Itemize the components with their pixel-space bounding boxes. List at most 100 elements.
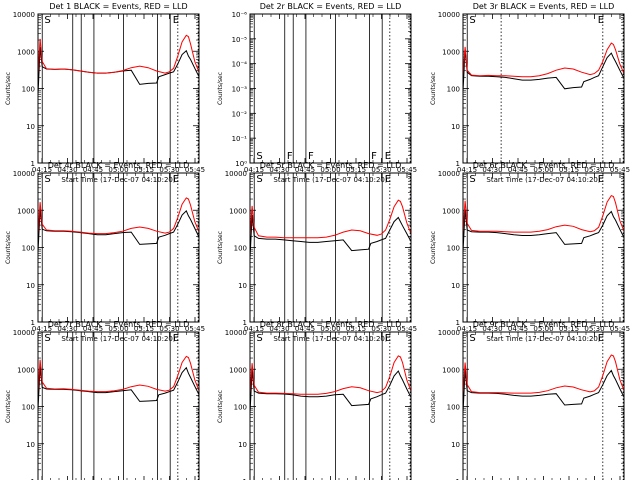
y-axis-label: Counts/sec xyxy=(5,231,12,264)
panel-3: Det 3r BLACK = Events, RED = LLD Counts/s… xyxy=(430,2,630,184)
y-tick-label: 1 xyxy=(243,478,247,480)
x-tick-label: 05:00 xyxy=(108,166,128,174)
x-tick-label: 05:00 xyxy=(108,325,128,333)
plot-frame xyxy=(37,331,200,480)
x-tick-label: 05:15 xyxy=(346,166,366,174)
x-tick-label: 05:00 xyxy=(533,325,553,333)
panel-title: Det 6r BLACK = Events, RED = LLD xyxy=(473,161,615,170)
panel-4: Det 4r BLACK = Events, RED = LLD Counts/s… xyxy=(5,161,205,343)
y-tick-label: 1000 xyxy=(17,48,35,56)
plot-frame xyxy=(249,331,412,480)
x-tick-label: 05:45 xyxy=(185,325,205,333)
plot-frame xyxy=(249,13,412,164)
y-tick-label: 1000 xyxy=(442,366,460,374)
panel-6: Det 6r BLACK = Events, RED = LLD Counts/s… xyxy=(430,161,630,343)
series-lld xyxy=(462,194,625,234)
y-tick-label: 10000 xyxy=(13,329,35,337)
y-tick-label: 1 xyxy=(243,319,247,327)
x-tick-label: 04:30 xyxy=(482,166,502,174)
x-tick-label: 05:45 xyxy=(610,166,630,174)
x-tick-label: 05:30 xyxy=(159,166,179,174)
flag-marker: F xyxy=(287,151,293,162)
plot-frame xyxy=(462,331,625,480)
x-tick-label: 04:45 xyxy=(508,166,528,174)
y-axis-label: Counts/sec xyxy=(430,390,437,423)
x-tick-label: 05:30 xyxy=(371,166,391,174)
x-tick-label: 04:15 xyxy=(32,166,52,174)
y-tick-label: 100 xyxy=(22,245,35,253)
panel-title: Det 3r BLACK = Events, RED = LLD xyxy=(473,2,615,11)
panel-title: Det 7r BLACK = Events, RED = LLD xyxy=(48,320,190,329)
x-tick-label: 04:15 xyxy=(244,166,264,174)
flag-marker: E xyxy=(385,174,391,185)
y-tick-label: 1000 xyxy=(17,366,35,374)
panel-title: Det 5r BLACK = Events, RED = LLD xyxy=(260,161,402,170)
y-tick-label: 10000 xyxy=(13,170,35,178)
panel-7: Det 7r BLACK = Events, RED = LLD Counts/s… xyxy=(5,320,200,480)
flag-marker: E xyxy=(598,174,604,185)
x-tick-label: 04:45 xyxy=(83,325,103,333)
x-tick-label: 04:45 xyxy=(295,166,315,174)
x-tick-label: 05:30 xyxy=(159,325,179,333)
x-tick-label: 04:30 xyxy=(57,166,77,174)
x-tick-label: 05:45 xyxy=(185,166,205,174)
series-events xyxy=(37,366,200,410)
y-tick-label: 1 xyxy=(456,160,460,168)
panel-title: Det 9r BLACK = Events, RED = LLD xyxy=(473,320,615,329)
flag-marker: E xyxy=(173,15,179,26)
x-tick-label: 05:00 xyxy=(533,166,553,174)
y-tick-label: 1 xyxy=(31,478,35,480)
flag-marker: E xyxy=(385,333,391,344)
y-tick-label: 1 xyxy=(31,160,35,168)
series-events xyxy=(249,214,412,259)
x-tick-label: 04:30 xyxy=(269,166,289,174)
x-tick-label: 05:45 xyxy=(610,325,630,333)
x-axis-label: Start Time (17-Dec-07 04:10:20) xyxy=(486,335,600,343)
x-tick-label: 05:45 xyxy=(397,166,417,174)
y-tick-label: 10000 xyxy=(225,170,247,178)
y-axis-label: Counts/sec xyxy=(217,231,224,264)
y-axis-label: Counts/sec xyxy=(430,231,437,264)
y-tick-label: 10 xyxy=(238,441,247,449)
y-tick-label: 1000 xyxy=(229,207,247,215)
x-axis-label: Start Time (17-Dec-07 04:10:20) xyxy=(273,335,387,343)
series-lld xyxy=(462,354,625,395)
y-tick-label: 100 xyxy=(22,86,35,94)
x-tick-label: 05:30 xyxy=(584,325,604,333)
panel-title: Det 8r BLACK = Events, RED = LLD xyxy=(260,320,402,329)
x-tick-label: 05:15 xyxy=(134,166,154,174)
y-tick-label: 1 xyxy=(456,319,460,327)
y-axis-label: Counts/sec xyxy=(217,390,224,423)
flag-marker: S xyxy=(256,151,262,162)
y-tick-label: 10⁻² xyxy=(232,110,248,118)
flag-marker: E xyxy=(385,151,391,162)
y-tick-label: 1000 xyxy=(442,207,460,215)
flag-marker: E xyxy=(598,333,604,344)
x-tick-label: 04:30 xyxy=(269,325,289,333)
x-tick-label: 05:15 xyxy=(559,166,579,174)
panel-title: Det 2r BLACK = Events, RED = LLD xyxy=(260,2,402,11)
plot-frame xyxy=(37,13,200,164)
x-tick-label: 04:45 xyxy=(508,325,528,333)
y-tick-label: 10000 xyxy=(438,11,460,19)
y-tick-label: 10⁻⁴ xyxy=(232,61,248,69)
series-lld xyxy=(462,42,625,78)
flag-marker: F xyxy=(308,151,314,162)
y-tick-label: 100 xyxy=(447,404,460,412)
series-lld xyxy=(249,355,412,395)
plot-frame xyxy=(249,172,412,323)
x-axis-label: Start Time (17-Dec-07 04:10:20) xyxy=(61,176,175,184)
flag-marker: S xyxy=(469,174,475,185)
x-tick-label: 04:15 xyxy=(457,325,477,333)
panel-2: Det 2r BLACK = Events, RED = LLD Counts/s… xyxy=(217,2,417,184)
panel-1: Det 1 BLACK = Events, RED = LLD Counts/se… xyxy=(5,2,205,184)
y-tick-label: 10 xyxy=(26,441,35,449)
y-tick-label: 100 xyxy=(234,245,247,253)
x-tick-label: 04:45 xyxy=(295,325,315,333)
series-events xyxy=(462,49,625,92)
x-tick-label: 04:15 xyxy=(244,325,264,333)
y-tick-label: 10000 xyxy=(225,329,247,337)
y-tick-label: 10 xyxy=(26,282,35,290)
y-tick-label: 1 xyxy=(456,478,460,480)
flag-marker: E xyxy=(598,15,604,26)
